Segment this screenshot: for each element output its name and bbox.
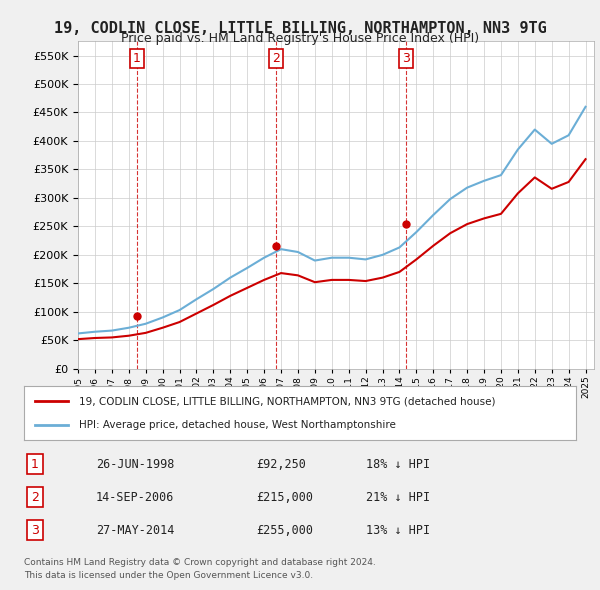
Text: 21% ↓ HPI: 21% ↓ HPI	[366, 490, 430, 504]
Text: 1: 1	[133, 52, 141, 65]
Text: Price paid vs. HM Land Registry's House Price Index (HPI): Price paid vs. HM Land Registry's House …	[121, 32, 479, 45]
Text: 2: 2	[31, 490, 39, 504]
Text: 1: 1	[31, 457, 39, 471]
Text: HPI: Average price, detached house, West Northamptonshire: HPI: Average price, detached house, West…	[79, 419, 396, 430]
Text: £255,000: £255,000	[256, 523, 313, 537]
Text: This data is licensed under the Open Government Licence v3.0.: This data is licensed under the Open Gov…	[24, 571, 313, 580]
Text: £92,250: £92,250	[256, 457, 306, 471]
Text: 27-MAY-2014: 27-MAY-2014	[96, 523, 174, 537]
Text: 18% ↓ HPI: 18% ↓ HPI	[366, 457, 430, 471]
Text: 14-SEP-2006: 14-SEP-2006	[96, 490, 174, 504]
Text: 26-JUN-1998: 26-JUN-1998	[96, 457, 174, 471]
Text: 19, CODLIN CLOSE, LITTLE BILLING, NORTHAMPTON, NN3 9TG (detached house): 19, CODLIN CLOSE, LITTLE BILLING, NORTHA…	[79, 396, 496, 407]
Text: 3: 3	[31, 523, 39, 537]
Text: 19, CODLIN CLOSE, LITTLE BILLING, NORTHAMPTON, NN3 9TG: 19, CODLIN CLOSE, LITTLE BILLING, NORTHA…	[53, 21, 547, 35]
Text: Contains HM Land Registry data © Crown copyright and database right 2024.: Contains HM Land Registry data © Crown c…	[24, 558, 376, 566]
Text: 2: 2	[272, 52, 280, 65]
Text: £215,000: £215,000	[256, 490, 313, 504]
Text: 3: 3	[403, 52, 410, 65]
Text: 13% ↓ HPI: 13% ↓ HPI	[366, 523, 430, 537]
